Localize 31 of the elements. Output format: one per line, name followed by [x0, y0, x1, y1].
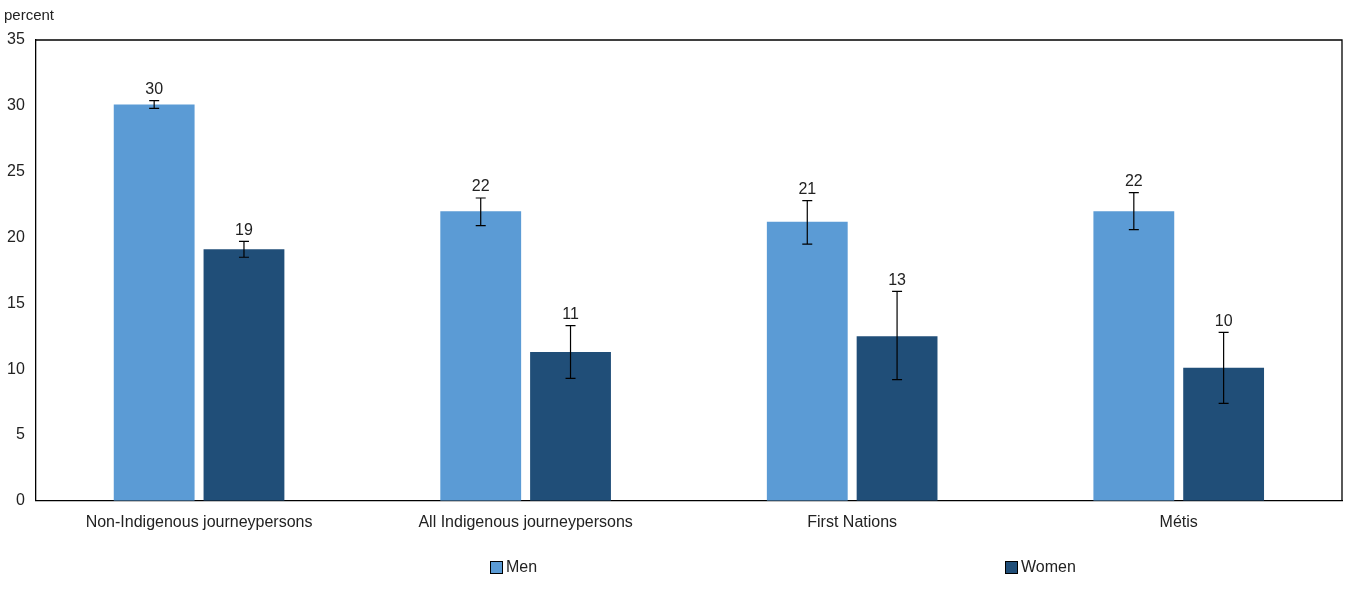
- bar: [440, 211, 522, 501]
- legend-label: Men: [506, 558, 538, 576]
- bar: [1183, 367, 1265, 501]
- y-tick-label: 25: [7, 162, 25, 180]
- data-label: 21: [798, 180, 817, 198]
- bar: [530, 352, 611, 501]
- data-label: 19: [235, 220, 253, 238]
- bar: [856, 336, 938, 501]
- data-label: 22: [471, 177, 490, 195]
- data-label: 11: [562, 305, 579, 323]
- bar: [1093, 211, 1175, 501]
- y-axis-title: percent: [4, 6, 55, 23]
- data-label: 10: [1214, 311, 1233, 329]
- y-tick-label: 0: [15, 491, 25, 509]
- bar: [203, 249, 285, 501]
- x-tick-label: All Indigenous journeypersons: [418, 512, 633, 530]
- legend-label: Women: [1021, 558, 1076, 576]
- y-tick-label: 10: [7, 359, 25, 377]
- x-tick-label: Métis: [1159, 512, 1198, 530]
- y-tick-label: 5: [15, 425, 25, 443]
- y-tick-label: 30: [7, 96, 25, 114]
- bar: [113, 104, 195, 501]
- data-label: 30: [145, 79, 164, 97]
- data-label: 13: [888, 270, 907, 288]
- x-tick-label: First Nations: [807, 512, 898, 530]
- bar: [766, 221, 848, 501]
- y-tick-label: 20: [7, 227, 25, 245]
- x-tick-label: Non-Indigenous journeypersons: [85, 512, 313, 530]
- data-label: 22: [1124, 172, 1143, 190]
- y-tick-label: 15: [7, 293, 25, 311]
- y-tick-label: 35: [7, 30, 25, 48]
